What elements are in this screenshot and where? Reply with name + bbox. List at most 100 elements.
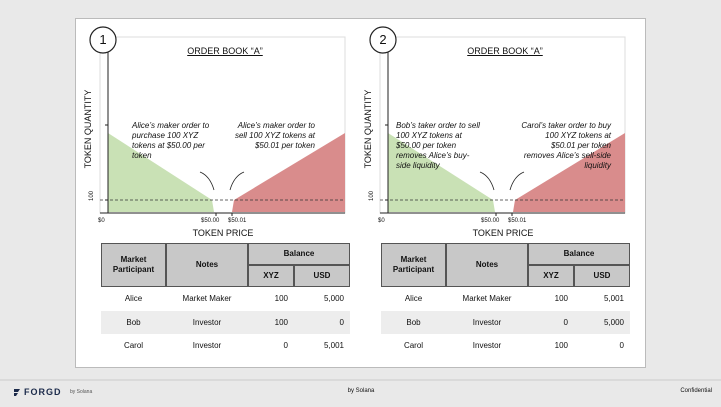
table-cell-bg (381, 334, 446, 359)
table-cell-bg (446, 334, 528, 359)
annotation: Alice’s maker order to sell 100 XYZ toke… (234, 121, 315, 150)
table-cell: Investor (472, 341, 502, 351)
table-cell: Alice (124, 293, 143, 303)
table-cell-bg (574, 334, 630, 359)
table-cell-bg (248, 334, 294, 359)
brand-logo (14, 389, 20, 396)
annotation: Carol’s taker order to buy 100 XYZ token… (521, 121, 611, 170)
table-cell-bg (166, 243, 248, 287)
table-cell-bg (294, 287, 350, 311)
table-cell-bg (574, 265, 630, 287)
table-header: Notes (475, 260, 499, 269)
table-cell: 0 (339, 317, 344, 327)
table-cell-bg (166, 287, 248, 311)
table-header: Notes (195, 260, 219, 269)
footer-right: Confidential (680, 388, 712, 394)
table-cell-bg (446, 287, 528, 311)
table-cell-bg (574, 287, 630, 311)
step-badge (369, 26, 397, 54)
x-tick-label: $0 (378, 218, 385, 224)
table-cell: 5,001 (603, 293, 624, 303)
table-cell: 0 (619, 341, 624, 351)
table-cell-bg (381, 243, 446, 287)
step-badge (89, 26, 117, 54)
brand-name: FORGD (24, 387, 62, 397)
x-tick-label: $0 (98, 218, 105, 224)
table-header: USD (313, 271, 331, 280)
table-cell-bg (446, 243, 528, 287)
table-cell-bg (101, 287, 166, 311)
table-cell-bg (101, 243, 166, 287)
ask-area (513, 133, 625, 212)
table-cell: 100 (554, 341, 568, 351)
table-cell: Bob (126, 317, 141, 327)
table-cell-bg (248, 310, 294, 335)
x-tick-label: $50.00 (201, 218, 220, 224)
table-header: XYZ (543, 271, 559, 280)
step-number: 2 (379, 32, 387, 47)
callout (509, 171, 525, 191)
y-tick-label: 100 (89, 191, 95, 202)
footer-center: by Solana (347, 388, 375, 394)
table-cell: Carol (403, 341, 424, 351)
annotation: Alice’s maker order to purchase 100 XYZ … (132, 121, 210, 160)
table-cell: Bob (406, 317, 421, 327)
table-cell-bg (294, 265, 350, 287)
callout (199, 171, 215, 191)
table-header: Market Participant (112, 255, 155, 274)
table-header: Market Participant (392, 255, 435, 274)
table-cell: Alice (404, 293, 423, 303)
table-cell: 5,000 (603, 317, 624, 327)
chart-title: ORDER BOOK “A” (187, 46, 263, 56)
brand-sub: by Solana (70, 389, 93, 395)
table-cell: 100 (274, 293, 288, 303)
x-tick-label: $50.01 (508, 218, 527, 224)
annotation: Bob’s taker order to sell 100 XYZ tokens… (396, 121, 480, 170)
table-cell: Carol (123, 341, 144, 351)
x-axis-label: TOKEN PRICE (472, 228, 534, 238)
table-cell: 0 (563, 317, 568, 327)
table-cell-bg (248, 287, 294, 311)
table-cell-bg (101, 334, 166, 359)
table-cell: 5,001 (323, 341, 344, 351)
table-cell: 0 (283, 341, 288, 351)
y-axis-label: TOKEN QUANTITY (363, 89, 373, 169)
table-cell-bg (528, 334, 574, 359)
x-tick-label: $50.01 (228, 218, 247, 224)
table-cell: 100 (274, 317, 288, 327)
bid-area (108, 133, 214, 212)
callout (229, 171, 245, 191)
table-cell: Market Maker (182, 293, 232, 303)
table-cell-bg (528, 243, 630, 265)
table-header: USD (593, 271, 611, 280)
step-number: 1 (99, 32, 107, 47)
table-cell-bg (294, 334, 350, 359)
table-cell-bg (381, 287, 446, 311)
table-cell: Investor (192, 317, 222, 327)
bid-area (388, 133, 495, 212)
table-cell-bg (248, 243, 350, 265)
y-tick-label: 100 (369, 191, 375, 202)
y-axis-label: TOKEN QUANTITY (83, 89, 93, 169)
table-cell-bg (166, 334, 248, 359)
table-cell: 100 (554, 293, 568, 303)
ask-area (232, 133, 345, 212)
table-cell-bg (166, 310, 248, 335)
table-cell-bg (528, 310, 574, 335)
table-cell: Market Maker (462, 293, 512, 303)
table-cell-bg (574, 310, 630, 335)
table-cell-bg (381, 310, 446, 335)
table-cell-bg (248, 265, 294, 287)
table-cell-bg (528, 287, 574, 311)
x-axis-label: TOKEN PRICE (192, 228, 254, 238)
table-cell: 5,000 (323, 293, 344, 303)
table-cell: Investor (192, 341, 222, 351)
table-cell-bg (446, 310, 528, 335)
table-cell-bg (101, 310, 166, 335)
callout (479, 171, 495, 191)
x-tick-label: $50.00 (481, 218, 500, 224)
table-cell-bg (528, 265, 574, 287)
table-cell-bg (294, 310, 350, 335)
